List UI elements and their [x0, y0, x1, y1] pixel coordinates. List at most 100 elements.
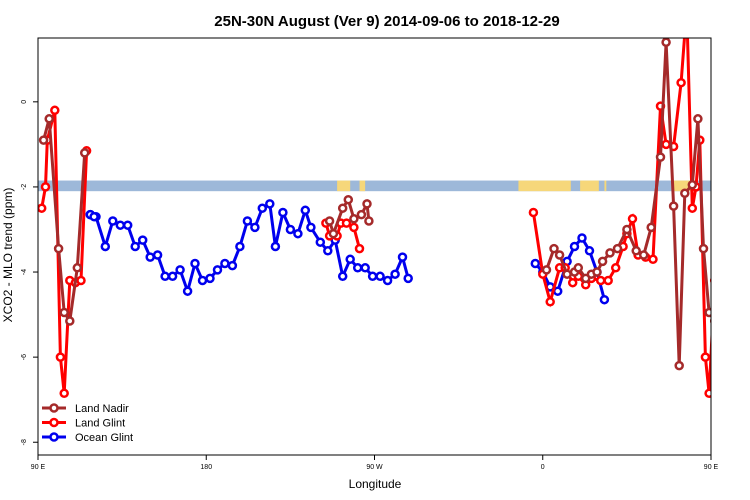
data-point: [38, 135, 49, 145]
data-point: [197, 275, 208, 286]
data-point: [167, 271, 178, 282]
legend-item: Land Glint: [42, 418, 125, 430]
data-point: [648, 254, 658, 265]
data-point: [205, 273, 215, 284]
data-point: [622, 224, 632, 235]
data-point: [709, 277, 711, 284]
land-segment: [337, 180, 351, 192]
data-point: [40, 182, 51, 192]
data-point: [584, 246, 595, 256]
data-point: [382, 275, 393, 286]
legend-swatch-marker: [49, 417, 59, 428]
series-line: [534, 235, 606, 301]
land-segment: [604, 180, 607, 192]
data-point: [343, 194, 354, 205]
y-tick-label: -2: [21, 184, 28, 190]
data-point: [397, 252, 408, 262]
data-point: [337, 271, 348, 282]
data-point: [687, 203, 698, 213]
data-point: [349, 222, 359, 233]
data-point: [285, 224, 296, 235]
y-tick-label: -6: [21, 354, 28, 360]
x-tick-label: 90 E: [31, 464, 46, 471]
y-tick-label: -8: [21, 439, 28, 445]
data-point: [362, 199, 372, 209]
data-point: [599, 294, 610, 305]
data-point: [89, 211, 99, 222]
land-segment: [518, 180, 571, 192]
data-point: [220, 258, 230, 269]
series-line: [545, 42, 711, 366]
legend-label: Land Nadir: [75, 403, 129, 415]
data-point: [72, 263, 83, 273]
data-point: [726, 149, 733, 156]
data-point: [390, 269, 400, 279]
data-point: [278, 207, 288, 218]
data-point: [337, 203, 348, 213]
land-segment: [673, 180, 697, 192]
data-point: [627, 214, 638, 224]
x-tick-label: 90 E: [704, 464, 719, 471]
data-point: [638, 250, 649, 260]
legend-label: Land Glint: [75, 418, 125, 430]
data-point: [50, 105, 60, 116]
axes: 90 E 180 90 W 0 90 E 0 -2 -4 -6 -8: [21, 100, 719, 471]
data-point: [160, 271, 170, 282]
y-tick-label: -4: [21, 269, 28, 275]
data-point: [137, 235, 148, 245]
y-axis-label: XCO2 - MLO trend (ppm): [1, 188, 15, 323]
data-point: [212, 265, 223, 275]
data-point: [65, 316, 75, 326]
data-point: [328, 228, 339, 239]
data-point: [674, 360, 684, 371]
data-point: [655, 152, 666, 162]
data-point: [306, 222, 316, 233]
data-point: [152, 250, 163, 260]
data-point: [668, 201, 679, 211]
data-point: [545, 297, 555, 307]
series-line: [40, 109, 89, 394]
data-point: [612, 243, 623, 254]
data-point: [375, 271, 385, 282]
data-point: [364, 216, 374, 226]
land-segment: [359, 180, 366, 192]
data-point: [528, 207, 539, 218]
data-point: [676, 77, 686, 88]
data-point: [554, 250, 565, 260]
data-point: [573, 263, 584, 273]
data-point: [175, 265, 185, 275]
x-axis-label: Longitude: [349, 477, 402, 491]
data-point: [646, 222, 656, 233]
data-point: [293, 228, 303, 239]
series-land-glint: [38, 38, 724, 399]
data-point: [577, 233, 587, 243]
series-line: [42, 118, 87, 326]
data-point: [360, 263, 370, 273]
land-segment: [580, 180, 599, 192]
data-point: [324, 216, 335, 226]
data-point: [108, 216, 118, 226]
data-point: [59, 307, 69, 318]
data-point: [79, 148, 90, 158]
data-point: [38, 203, 47, 213]
data-point: [53, 243, 64, 254]
data-point: [603, 275, 613, 286]
data-point: [265, 199, 275, 209]
data-point: [698, 243, 709, 254]
data-point: [687, 180, 698, 190]
data-point: [115, 220, 126, 230]
data-point: [530, 258, 541, 269]
ocean-strip: [38, 180, 711, 192]
data-point: [356, 209, 367, 220]
data-point: [717, 279, 724, 286]
x-tick-label: 180: [200, 464, 212, 471]
series-ocean-glint: [85, 199, 610, 305]
data-point: [44, 114, 54, 124]
plot-series: [38, 38, 733, 399]
data-point: [130, 241, 140, 252]
data-point: [719, 264, 726, 271]
series-land-nadir: [38, 38, 733, 371]
data-point: [59, 388, 69, 399]
data-point: [562, 269, 572, 279]
